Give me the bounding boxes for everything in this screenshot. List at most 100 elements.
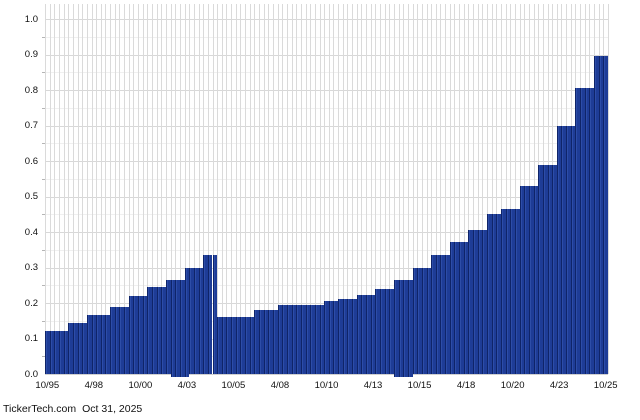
x-axis-tick-label: 10/95 <box>35 380 60 391</box>
y-axis-tick-label: 0.5 <box>24 191 38 202</box>
y-axis-minor-tick <box>42 107 45 109</box>
chart-bar <box>491 214 497 374</box>
chart-bar <box>193 267 199 374</box>
chart-bar <box>152 287 157 374</box>
chart-footer: TickerTech.com Oct 31, 2025 <box>3 403 142 416</box>
vertical-gridline <box>49 4 51 374</box>
chart-bar <box>72 322 78 374</box>
y-axis-tick-label: 0.3 <box>24 262 38 273</box>
chart-bar <box>268 310 273 374</box>
vertical-gridline <box>272 4 274 374</box>
chart-bar <box>496 214 501 374</box>
x-axis-tick-label: 4/03 <box>177 380 197 391</box>
vertical-gridline <box>259 4 261 374</box>
plot-area <box>45 4 609 377</box>
vertical-gridline <box>152 4 154 374</box>
footer-source-text: TickerTech.com <box>3 403 77 415</box>
vertical-gridline <box>207 4 209 374</box>
chart-bar <box>231 317 236 374</box>
vertical-gridline <box>86 4 88 374</box>
chart-bar <box>524 185 529 374</box>
chart-bar <box>86 315 92 374</box>
x-axis-tick-label: 4/13 <box>363 380 383 391</box>
chart-bar <box>156 287 162 374</box>
vertical-gridline <box>138 4 140 374</box>
vertical-gridline <box>496 4 498 374</box>
horizontal-gridline <box>45 178 608 180</box>
chart-bar <box>333 301 339 374</box>
chart-bar <box>384 288 390 374</box>
chart-bar <box>589 88 595 374</box>
vertical-gridline <box>482 4 484 374</box>
chart-bar <box>324 301 329 374</box>
vertical-gridline <box>119 4 121 374</box>
x-axis-baseline <box>45 374 608 375</box>
chart-bar <box>566 125 571 374</box>
vertical-gridline <box>286 4 288 374</box>
vertical-gridline <box>463 4 465 374</box>
vertical-gridline <box>226 4 228 374</box>
chart-bar <box>189 267 194 374</box>
chart-bar <box>398 279 404 377</box>
vertical-gridline <box>421 4 423 374</box>
chart-bar <box>440 255 446 374</box>
vertical-gridline <box>77 4 79 374</box>
vertical-gridline <box>477 4 479 374</box>
vertical-gridline <box>45 4 46 374</box>
vertical-gridline <box>431 4 433 374</box>
chart-bar <box>96 315 101 374</box>
chart-bar <box>54 331 59 374</box>
vertical-gridline <box>291 4 293 374</box>
chart-bar <box>263 310 269 374</box>
chart-bar <box>138 295 143 374</box>
horizontal-gridline <box>45 143 608 145</box>
chart-bar <box>570 125 576 374</box>
chart-bar <box>552 165 557 374</box>
chart-bar <box>342 298 348 374</box>
y-axis-tick-label: 0.4 <box>24 226 38 238</box>
vertical-gridline <box>487 4 489 374</box>
vertical-gridline <box>100 4 102 374</box>
vertical-gridline <box>156 4 158 374</box>
chart-bar <box>463 241 469 374</box>
vertical-gridline <box>96 4 98 374</box>
vertical-gridline <box>63 4 65 374</box>
chart-bar <box>105 315 111 374</box>
chart-bar <box>300 304 306 374</box>
y-axis-tick-label: 0.1 <box>24 333 38 344</box>
y-axis-tick-label: 0.8 <box>24 84 38 96</box>
vertical-gridline <box>505 4 507 374</box>
y-axis-minor-tick <box>42 178 45 180</box>
vertical-gridline <box>491 4 493 374</box>
vertical-gridline <box>305 4 307 374</box>
chart-bar <box>361 295 367 374</box>
vertical-gridline <box>366 4 368 374</box>
chart-bar <box>240 317 246 374</box>
chart-bar <box>170 279 176 377</box>
vertical-gridline <box>221 4 223 374</box>
vertical-gridline <box>449 4 451 374</box>
chart-bar <box>519 185 525 374</box>
chart-bar <box>124 306 129 374</box>
vertical-gridline <box>147 4 149 374</box>
chart-bar <box>426 267 432 374</box>
vertical-gridline <box>165 4 167 374</box>
chart-bar <box>580 88 585 374</box>
chart-bar <box>319 304 325 374</box>
vertical-gridline <box>240 4 242 374</box>
vertical-gridline <box>142 4 144 374</box>
chart-bar <box>556 125 562 374</box>
y-axis-minor-tick <box>42 356 45 358</box>
chart-bar <box>179 279 185 377</box>
chart-bar <box>533 185 539 374</box>
footer-date-text: Oct 31, 2025 <box>82 403 143 415</box>
y-axis-minor-tick <box>42 285 45 287</box>
vertical-gridline <box>217 4 219 374</box>
horizontal-gridline <box>45 107 608 109</box>
vertical-gridline <box>133 4 135 374</box>
vertical-gridline <box>445 4 447 374</box>
chart-bar <box>449 241 455 374</box>
chart-bar <box>45 331 50 374</box>
chart-bar <box>63 331 69 374</box>
y-axis-tick-label: 0.0 <box>24 368 38 380</box>
